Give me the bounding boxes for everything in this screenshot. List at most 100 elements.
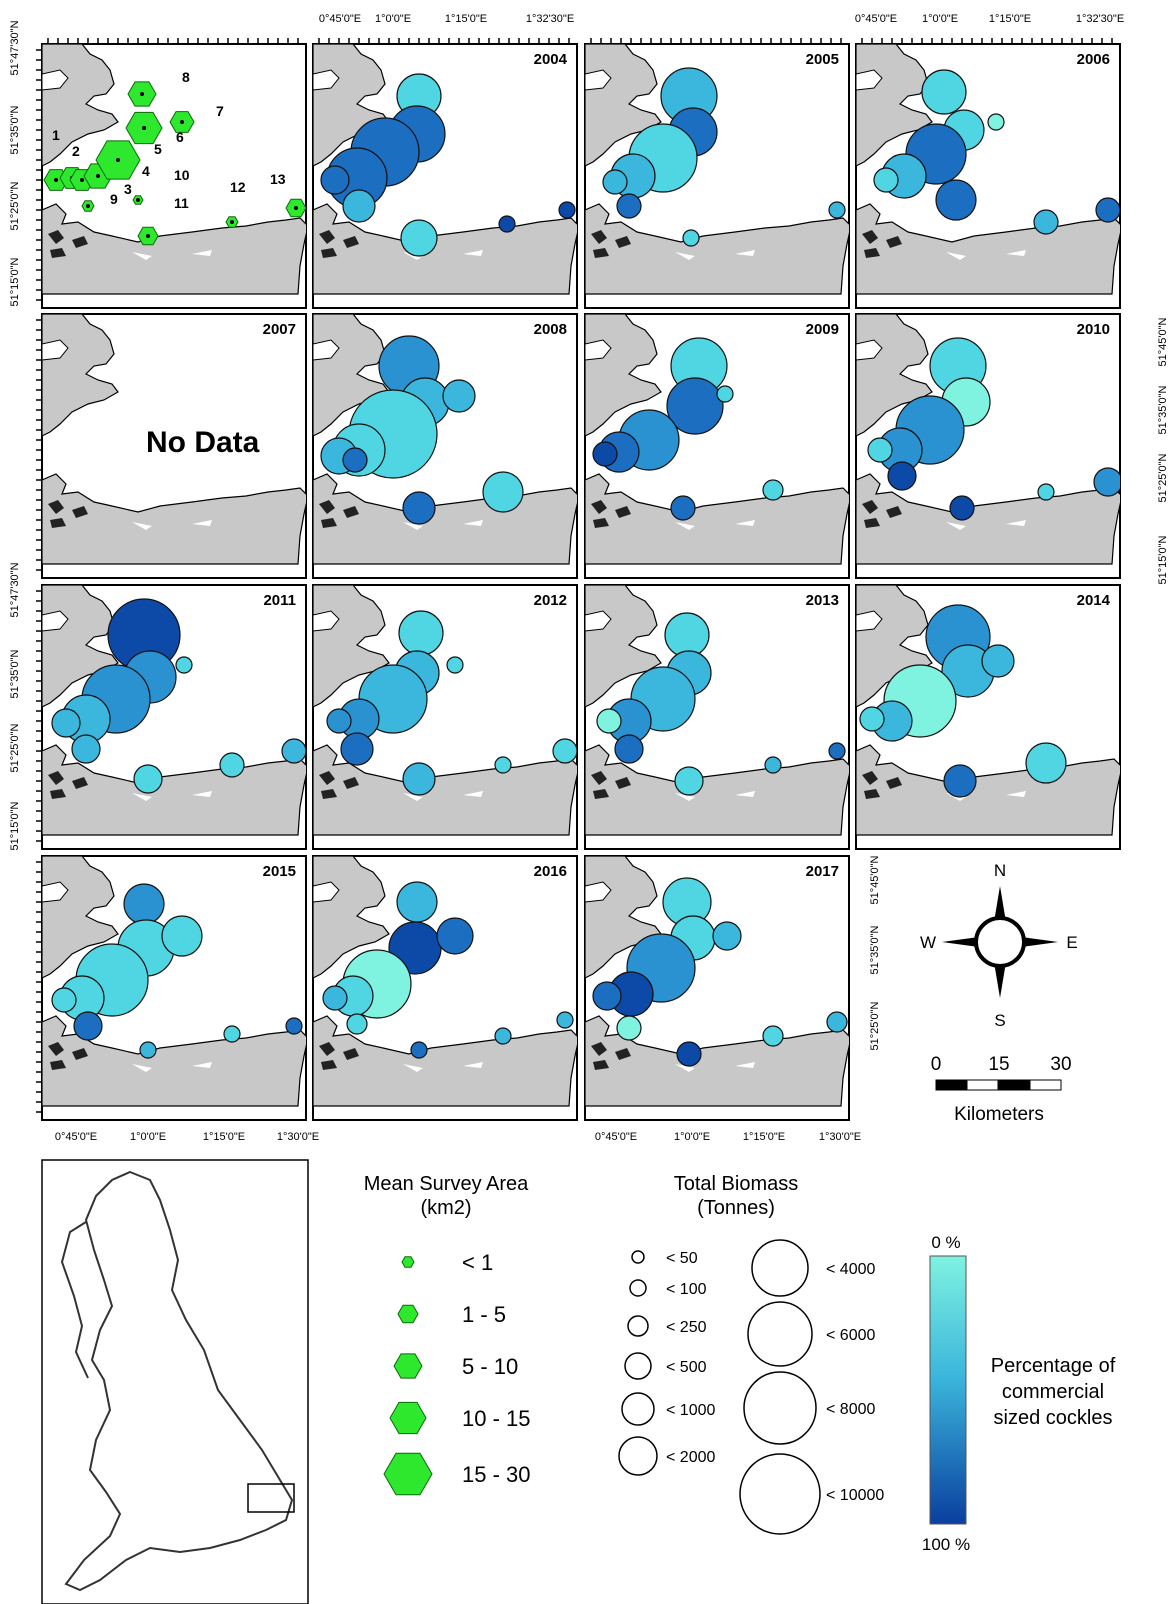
biomass-bubble [614,734,644,764]
biomass-bubble [436,917,474,955]
biomass-legend-circle [747,1301,813,1367]
biomass-legend-label: < 250 [666,1319,707,1336]
scale-tick-30: 30 [1050,1054,1071,1075]
biomass-bubble [552,738,577,764]
biomass-bubble [596,708,622,734]
map-panel-2012: 2012 [312,584,578,850]
biomass-bubble [285,1017,303,1035]
scale-tick-0: 0 [931,1054,942,1075]
biomass-bubble [1025,742,1067,784]
right-axis-label: 51°45'0"N [869,855,881,904]
site-number-9: 9 [110,191,118,207]
site-number-8: 8 [182,69,190,85]
biomass-legend-circle [621,1392,655,1426]
site-number-2: 2 [72,143,80,159]
biomass-bubble [556,1011,574,1029]
panel-year-label: 2016 [534,863,567,880]
biomass-bubble [398,610,444,656]
site-number-13: 13 [270,171,286,187]
biomass-bubble [987,113,1005,131]
biomass-bubble [676,1041,702,1067]
biomass-legend-circle [629,1279,647,1297]
site-number-5: 5 [154,141,162,157]
biomass-bubble [139,1041,157,1059]
bottom-axis-label: 1°0'0"E [674,1131,710,1143]
biomass-bubble [342,189,376,223]
legend-pct-bottom: 100 % [922,1535,970,1554]
biomass-bubble [1033,209,1059,235]
biomass-bubble [498,215,516,233]
biomass-bubble [410,1041,428,1059]
legend-pct-label-1: Percentage of [991,1355,1116,1377]
legend-pct-label-3: sized cockles [994,1407,1113,1429]
biomass-bubble [666,377,724,435]
biomass-bubble [826,1011,848,1033]
panel-year-label: 2017 [806,863,839,880]
biomass-bubble [873,167,899,193]
top-axis-label: 0°45'0"E [319,13,361,25]
biomass-legend-label: < 6000 [826,1327,875,1344]
biomass-legend-circle [739,1453,821,1535]
biomass-bubble [859,706,885,732]
biomass-bubble [161,915,203,957]
site-number-3: 3 [124,181,132,197]
biomass-bubble [616,1015,642,1041]
biomass-bubble [828,201,846,219]
biomass-bubble [943,764,977,798]
biomass-bubble [592,981,622,1011]
biomass-bubble [402,762,436,796]
biomass-bubble [762,479,784,501]
map-panel-2016: 2016 [312,855,578,1121]
legend-biomass-title2: (Tonnes) [697,1197,775,1219]
area-legend-hex [383,1452,433,1496]
biomass-bubble [616,193,642,219]
biomass-bubble [1095,197,1120,223]
top-axis-label: 1°0'0"E [375,13,411,25]
biomass-bubble [133,764,163,794]
area-legend-hex [389,1401,427,1435]
biomass-legend-circle [751,1239,809,1297]
biomass-bubble [762,1025,784,1047]
color-ramp [929,1255,967,1525]
panel-year-label: 2010 [1077,321,1110,338]
site-number-1: 1 [52,127,60,143]
area-legend-hex [393,1353,423,1379]
biomass-bubble [71,734,101,764]
panel-year-label: 2015 [263,863,296,880]
legend-pct-label-2: commercial [1002,1381,1104,1403]
area-legend-label: < 1 [462,1250,493,1275]
biomass-legend-label: < 50 [666,1250,698,1267]
left-axis-label: 51°35'0"N [9,649,21,698]
biomass-bubble [322,985,348,1011]
panel-year-label: 2011 [263,592,296,609]
biomass-bubble [828,742,846,760]
biomass-bubble [764,756,782,774]
scale-unit: Kilometers [954,1104,1044,1125]
biomass-bubble [558,201,576,219]
legend-percentage: 0 % 100 % Percentage of commercial sized… [922,1233,1116,1554]
legend-survey-area: Mean Survey Area (km2) < 1 1 - 5 5 - 10 10 … [364,1173,531,1496]
right-axis-label: 51°25'0"N [869,1001,881,1050]
biomass-bubble [342,447,368,473]
biomass-bubble [340,732,374,766]
left-axis-label: 51°47'30"N [9,20,21,75]
right-axis-label: 51°35'0"N [869,925,881,974]
top-axis-label: 1°0'0"E [922,13,958,25]
bottom-axis-label: 1°30'0"E [819,1131,861,1143]
biomass-bubble [175,656,193,674]
site-number-10: 10 [174,167,190,183]
biomass-legend-label: < 1000 [666,1402,715,1419]
biomass-bubble [981,644,1015,678]
biomass-legend-circle [631,1250,645,1264]
legend-area-title2: (km2) [420,1197,471,1219]
biomass-bubble [219,752,245,778]
panel-year-label: 2006 [1077,51,1110,68]
biomass-bubble [402,491,436,525]
site-number-6: 6 [176,129,184,145]
north-label: N [994,861,1006,880]
site-number-11: 11 [174,195,189,211]
biomass-bubble [51,987,77,1013]
left-axis-label: 51°15'0"N [9,257,21,306]
